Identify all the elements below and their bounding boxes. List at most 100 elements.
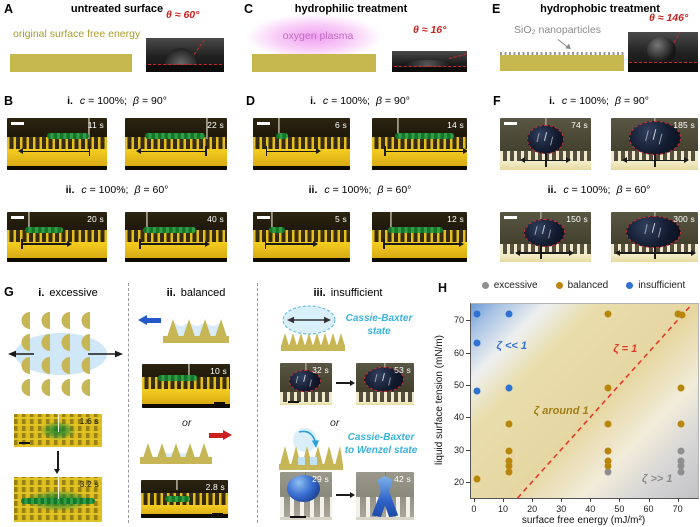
data-point-balanced [677, 420, 685, 428]
contact-line [393, 66, 466, 67]
spreading-liquid [157, 374, 198, 381]
x-tick-label: 10 [497, 504, 508, 514]
balanced-schematic-high [163, 319, 229, 343]
dispensing-needle [540, 212, 543, 219]
timestamp: 29 s [312, 474, 329, 484]
nanoparticle-layer [500, 52, 624, 55]
dispensing-needle [205, 118, 208, 139]
panel-c-droplet-photo [392, 51, 467, 72]
legend-item: balanced [555, 280, 608, 291]
g-iii-photo-4: 42 s [356, 472, 414, 520]
x-tick [503, 498, 504, 502]
x-tick [648, 498, 650, 502]
timestamp: 3.2 s [79, 479, 99, 489]
panel-a-label: A [4, 2, 14, 16]
legend-item: insufficient [626, 280, 685, 291]
data-point-balanced [505, 462, 513, 470]
pillar-array [125, 136, 227, 150]
scale-bar [288, 400, 299, 403]
data-point-balanced [674, 310, 682, 318]
scale-bar [19, 441, 30, 444]
panel-f-photo-3: 150 s [500, 212, 591, 262]
tangent-line [673, 32, 684, 44]
data-point-balanced [604, 384, 612, 392]
substrate [280, 517, 332, 520]
droplet-flat [399, 60, 455, 67]
spreading-liquid [25, 226, 63, 233]
wenzel-schematic [279, 428, 343, 470]
substrate-edge [372, 258, 467, 262]
val-c: = 100%; [88, 95, 127, 107]
spreading-liquid [269, 226, 285, 233]
substrate [372, 148, 467, 166]
pillar-array [500, 244, 591, 254]
g-iii-photo-1: 32 s [280, 363, 332, 405]
var-beta: β [377, 184, 384, 196]
section-divider [128, 283, 129, 523]
substrate [253, 148, 350, 166]
x-tick-label: 0 [471, 504, 477, 514]
bouncing-droplet [625, 215, 682, 248]
x-tick-label: 60 [643, 504, 654, 514]
data-point-balanced [505, 447, 513, 455]
legend-item: excessive [481, 280, 538, 291]
spreading-liquid [394, 133, 454, 140]
y-tick-label: 40 [453, 412, 464, 423]
substrate [141, 504, 228, 515]
y-axis-label: liquid surface tension (mN/m) [434, 334, 445, 466]
timestamp: 40 s [207, 214, 224, 224]
g-i-photo-1: 1.6 s [14, 414, 102, 447]
panel-a-surface-bar [10, 54, 132, 72]
sub-marker: ii. [547, 184, 557, 196]
var-beta: β [134, 184, 141, 196]
panel-d-photo-3: 5 s [253, 212, 350, 262]
data-point-insufficient [505, 310, 513, 318]
timestamp: 1.6 s [79, 416, 99, 426]
substrate-edge [125, 258, 227, 262]
panel-a-droplet-photo [146, 38, 224, 72]
val-beta: = 60° [386, 184, 412, 196]
cassie-baxter-state-label: Cassie-Baxter state [345, 313, 413, 337]
panel-d-label: D [246, 94, 256, 108]
panel-e-surface-bar [500, 52, 624, 71]
substrate-edge [142, 404, 230, 408]
val-beta: = 60° [625, 184, 651, 196]
val-c: = 100%; [570, 95, 609, 107]
dispensing-needle [187, 364, 190, 377]
timestamp: 6 s [335, 120, 347, 130]
droplet-dome [164, 48, 197, 65]
x-tick-label: 20 [527, 504, 538, 514]
data-point-insufficient [473, 310, 481, 318]
scale-bar [257, 216, 270, 219]
y-tick [466, 481, 471, 483]
pillar-array [280, 391, 332, 402]
timestamp: 11 s [87, 120, 104, 130]
pillar-array [125, 230, 227, 243]
substrate [125, 242, 227, 258]
panel-f-ii-condition: ii. c = 100%; β = 60° [509, 184, 689, 196]
pillar-array [372, 136, 467, 150]
substrate [628, 63, 698, 72]
panel-b-photo-1: 11 s [7, 118, 107, 170]
g-iii-photo-2: 53 s [356, 363, 414, 405]
annotation: ζ around 1 [533, 404, 589, 417]
legend-label: excessive [493, 280, 538, 291]
g-ii-photo-2: 2.8 s [141, 480, 228, 518]
data-point-excessive [677, 468, 685, 476]
spreading-liquid-band [21, 497, 95, 504]
scale-bar [11, 216, 24, 219]
panel-g-label: G [4, 285, 14, 299]
y-tick-label: 70 [453, 315, 464, 326]
substrate [500, 254, 591, 262]
data-point-excessive [604, 468, 612, 476]
x-tick-label: 30 [556, 504, 567, 514]
timestamp: 5 s [335, 214, 347, 224]
data-point-balanced [678, 311, 686, 319]
sessile-droplet [288, 369, 322, 393]
reference-line [540, 245, 542, 259]
timestamp: 22 s [207, 120, 224, 130]
sequence-arrow [57, 451, 59, 470]
tangent-line [193, 39, 206, 56]
timestamp: 74 s [571, 120, 588, 130]
panel-d-photo-4: 12 s [372, 212, 467, 262]
